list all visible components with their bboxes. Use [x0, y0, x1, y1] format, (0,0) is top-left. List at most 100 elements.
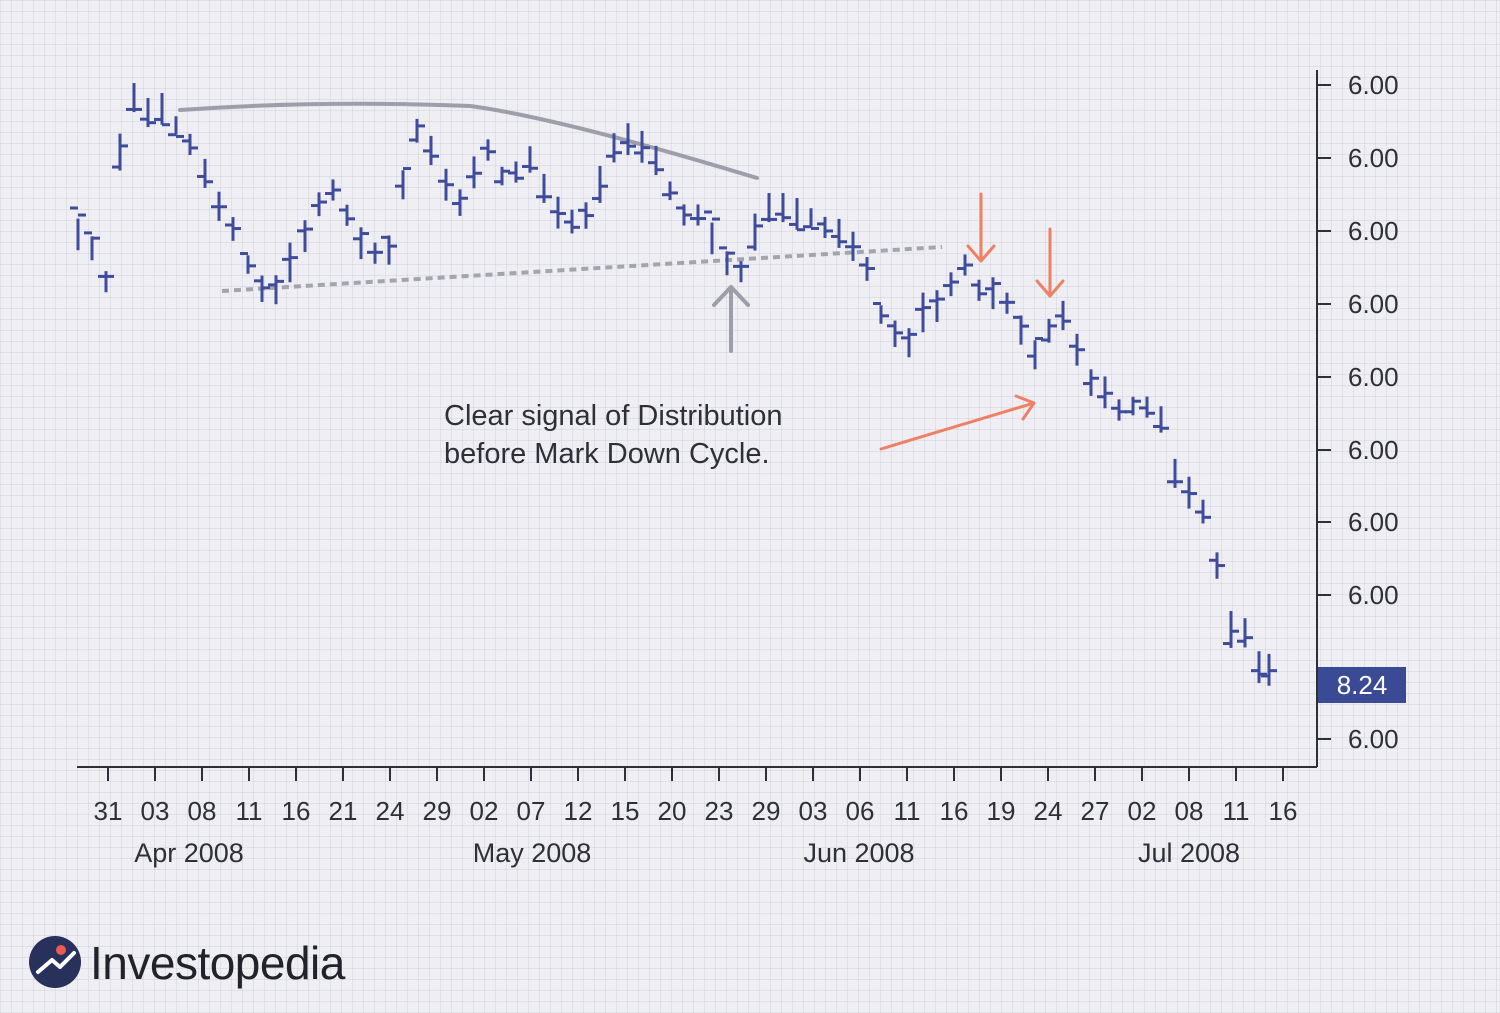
ohlc-bar — [409, 118, 425, 143]
ohlc-bar — [943, 272, 959, 297]
x-tick-label: 31 — [94, 796, 123, 826]
ohlc-bar — [929, 290, 945, 323]
x-tick-label: 08 — [188, 796, 217, 826]
ohlc-bar — [311, 192, 327, 217]
x-tick-label: 06 — [846, 796, 875, 826]
ohlc-bar — [873, 302, 889, 324]
ohlc-bar — [126, 83, 142, 113]
ohlc-bar — [112, 133, 128, 171]
ohlc-bar — [84, 231, 100, 261]
ohlc-bar — [761, 193, 777, 223]
annotation-line-2: before Mark Down Cycle. — [444, 438, 770, 470]
ohlc-bar — [999, 292, 1015, 314]
ohlc-bar — [957, 254, 973, 276]
ohlc-bar — [915, 292, 931, 333]
ohlc-bar — [395, 167, 411, 200]
support-line — [221, 245, 943, 293]
ohlc-bar — [1181, 476, 1197, 509]
last-price-label: 8.24 — [1337, 670, 1388, 700]
ohlc-bar — [98, 271, 114, 293]
ohlc-bar — [1013, 315, 1029, 345]
x-tick-label: 02 — [470, 796, 499, 826]
x-tick-label: 29 — [423, 796, 452, 826]
ohlc-bar — [648, 145, 664, 176]
ohlc-bar — [268, 275, 284, 305]
ohlc-bar — [1083, 369, 1099, 396]
month-label-jun: Jun 2008 — [803, 838, 914, 868]
x-tick-label: 27 — [1081, 796, 1110, 826]
ohlc-bar — [887, 320, 903, 347]
x-tick-label: 16 — [940, 796, 969, 826]
ohlc-bar — [452, 189, 468, 216]
y-tick-label: 6.00 — [1348, 435, 1399, 465]
x-tick-label: 16 — [282, 796, 311, 826]
ohlc-bar — [564, 209, 580, 234]
ohlc-bar — [438, 168, 454, 201]
orange-down-arrow-1 — [966, 192, 996, 263]
ohlc-bar — [747, 213, 763, 251]
ohlc-bar — [1055, 300, 1071, 331]
ohlc-bar — [536, 173, 552, 203]
last-price-box — [1318, 667, 1406, 703]
y-ticks: 6.00 6.00 6.00 6.00 6.00 6.00 6.00 6.00 6.00 — [1317, 70, 1399, 754]
x-tick-label: 16 — [1269, 796, 1298, 826]
ohlc-bar — [620, 123, 636, 156]
ohlc-bar — [1041, 318, 1057, 343]
ohlc-bar — [1167, 458, 1183, 488]
ohlc-bar — [381, 235, 397, 265]
x-tick-label: 19 — [987, 796, 1016, 826]
y-tick-label: 6.00 — [1348, 362, 1399, 392]
ohlc-bar — [70, 206, 86, 251]
ohlc-bar — [592, 165, 608, 203]
x-tick-label: 08 — [1175, 796, 1204, 826]
y-tick-label: 6.00 — [1348, 580, 1399, 610]
ohlc-bar — [254, 275, 270, 302]
ohlc-bar — [225, 217, 241, 241]
ohlc-bar — [297, 220, 313, 253]
ohlc-bar — [789, 198, 805, 232]
orange-diagonal-arrow — [879, 394, 1036, 451]
x-tick-label: 11 — [1223, 796, 1250, 826]
ohlc-bar — [325, 179, 341, 201]
x-tick-label: 24 — [376, 796, 405, 826]
ohlc-bar — [606, 133, 622, 163]
ohlc-bar — [480, 139, 496, 161]
ohlc-bar — [775, 193, 791, 223]
ohlc-bar — [845, 231, 861, 261]
ohlc-bar — [1111, 399, 1127, 421]
last-price-tag: 8.24 — [1318, 667, 1406, 703]
ohlc-bar — [1261, 653, 1277, 686]
y-tick-label: 6.00 — [1348, 216, 1399, 246]
trend-arc — [178, 101, 759, 180]
y-tick-label: 6.00 — [1348, 724, 1399, 754]
ohlc-bar — [1251, 651, 1267, 684]
ohlc-bar — [1139, 396, 1155, 418]
investopedia-logo: Investopedia — [29, 936, 346, 989]
ohlc-bar — [1097, 376, 1113, 409]
month-label-may: May 2008 — [473, 838, 592, 868]
ohlc-bar — [704, 210, 720, 255]
x-tick-label: 20 — [658, 796, 687, 826]
ohlc-bar — [494, 166, 510, 186]
ohlc-bar — [901, 328, 917, 358]
ohlc-bar — [985, 277, 1001, 310]
ohlc-bar — [154, 93, 170, 127]
ohlc-bar — [466, 156, 482, 189]
x-tick-label: 03 — [799, 796, 828, 826]
ohlc-bar — [831, 218, 847, 248]
x-tick-label: 15 — [611, 796, 640, 826]
ohlc-bar — [550, 196, 566, 229]
gray-up-arrow — [712, 285, 750, 353]
orange-down-arrow-2 — [1035, 227, 1065, 298]
ohlc-bar — [168, 116, 184, 138]
ohlc-bar — [971, 279, 987, 301]
logo-text: Investopedia — [90, 937, 346, 989]
y-tick-label: 6.00 — [1348, 507, 1399, 537]
x-tick-label: 21 — [329, 796, 358, 826]
ohlc-bar — [1125, 396, 1141, 416]
ohlc-bar — [690, 204, 706, 226]
x-tick-label: 11 — [894, 796, 921, 826]
x-tick-label: 23 — [705, 796, 734, 826]
ohlc-bar — [803, 208, 819, 230]
